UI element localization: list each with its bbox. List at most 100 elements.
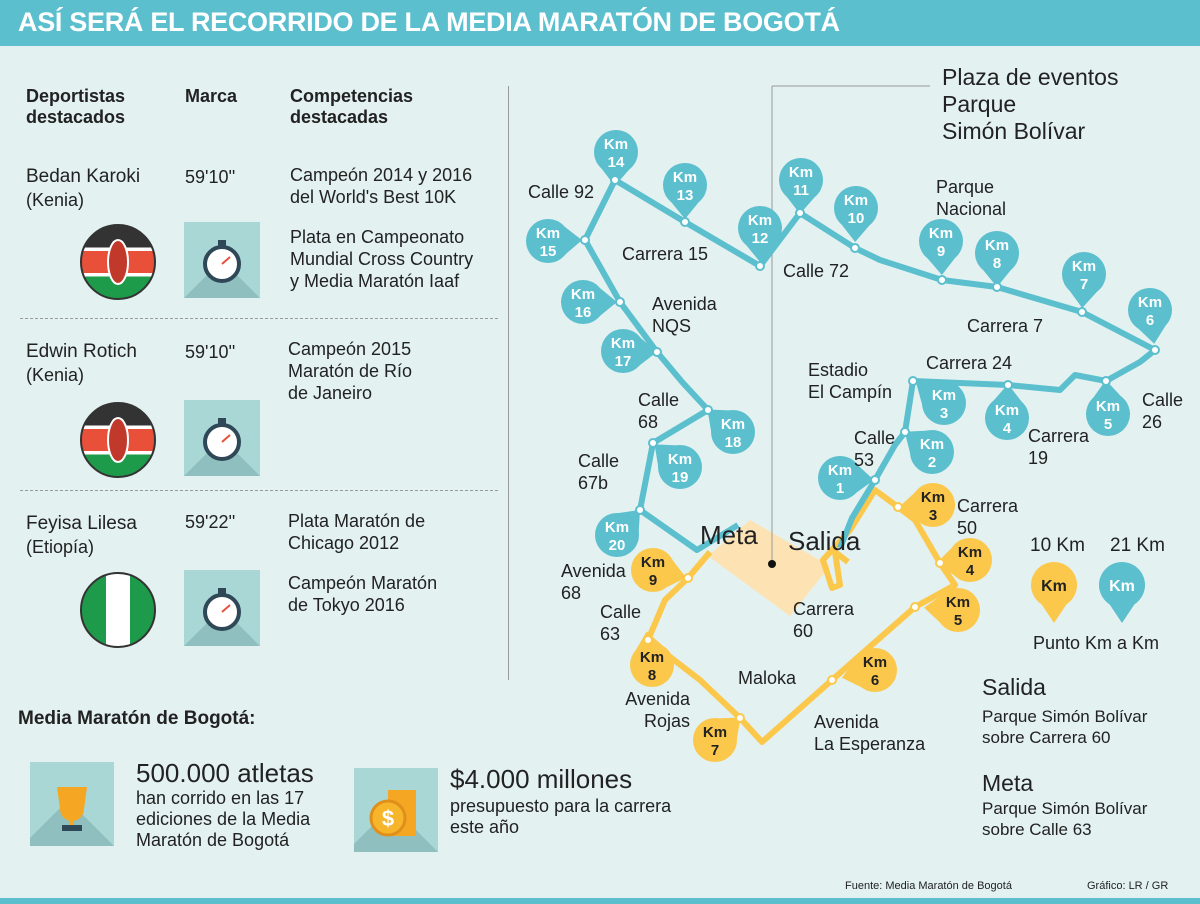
km-marker-label: Km xyxy=(604,136,628,153)
km-marker-label: Km xyxy=(1072,258,1096,275)
text-line: 68 xyxy=(561,583,582,603)
text-line: Nacional xyxy=(936,199,1007,219)
text-line: 50 xyxy=(957,518,978,538)
salida-label: Salida xyxy=(788,526,861,556)
title: ASÍ SERÁ EL RECORRIDO DE LA MEDIA MARATÓ… xyxy=(18,7,840,37)
km-marker-label: 19 xyxy=(672,469,689,486)
street-label: Estadio El Campín xyxy=(808,359,892,403)
text-line: La Esperanza xyxy=(814,734,926,754)
text-line: Mundial Cross Country xyxy=(290,249,474,269)
km-marker-label: Km xyxy=(641,554,665,571)
km-marker-21: Km1 xyxy=(818,456,880,500)
legend-21km: 21 Km xyxy=(1110,535,1165,556)
route-point xyxy=(992,282,1002,292)
text-line: Avenida xyxy=(625,689,690,709)
km-marker-label: Km xyxy=(605,519,629,536)
km-marker-21: Km3 xyxy=(908,376,966,425)
street-label: Avenida La Esperanza xyxy=(814,711,925,755)
km-marker-label: 8 xyxy=(993,255,1001,272)
text-line: Parque Simón Bolívar xyxy=(982,799,1148,818)
text-line: sobre Carrera 60 xyxy=(982,728,1111,747)
athlete-mark: 59'10'' xyxy=(185,167,236,187)
km-marker-label: 7 xyxy=(1080,276,1088,293)
text-line: Avenida xyxy=(814,712,879,732)
route-point xyxy=(850,243,860,253)
km-marker-label: Km xyxy=(703,724,727,741)
route-point xyxy=(615,297,625,307)
plaza-dot xyxy=(768,560,776,568)
text-line: Calle xyxy=(854,428,896,448)
km-marker-label: 12 xyxy=(752,230,769,247)
text-line: sobre Calle 63 xyxy=(982,820,1092,839)
text-line: Campeón 2015 xyxy=(288,339,412,359)
street-label: Calle 67b xyxy=(578,450,619,494)
svg-text:$: $ xyxy=(382,806,394,831)
stat-value: 500.000 atletas xyxy=(136,758,314,788)
text-line: y Media Maratón Iaaf xyxy=(290,271,460,291)
text-line: 53 xyxy=(854,450,875,470)
street-label: Carrera 19 xyxy=(1028,425,1089,469)
athlete-name: Feyisa Lilesa xyxy=(26,513,137,534)
route-point xyxy=(827,675,837,685)
route-point xyxy=(935,558,945,568)
legend-pin-10km-icon: Km xyxy=(1031,562,1077,623)
stats-heading: Media Maratón de Bogotá: xyxy=(18,708,256,729)
legend-pin-label: Km xyxy=(1041,578,1067,595)
route-point xyxy=(652,347,662,357)
km-marker-label: Km xyxy=(985,237,1009,254)
street-label: Avenida NQS xyxy=(652,293,717,337)
source: Fuente: Media Maratón de Bogotá xyxy=(845,880,1012,892)
text-line: Rojas xyxy=(643,711,690,731)
street-label: Carrera 60 xyxy=(793,598,854,642)
km-marker-label: 6 xyxy=(1146,312,1154,329)
km-marker-label: Km xyxy=(921,489,945,506)
km-marker-label: 3 xyxy=(929,507,937,524)
text-line: Estadio xyxy=(808,360,869,380)
km-marker-label: 7 xyxy=(711,742,719,759)
text-line: Parque xyxy=(942,91,1017,117)
route-point xyxy=(703,405,713,415)
km-marker-10: Km4 xyxy=(935,538,992,582)
route-point xyxy=(648,438,658,448)
km-marker-10: Km8 xyxy=(630,631,674,687)
km-marker-21: Km9 xyxy=(919,219,963,285)
route-point xyxy=(735,713,745,723)
text-line: Plata en Campeonato xyxy=(290,227,465,247)
km-marker-label: 9 xyxy=(649,572,657,589)
street-label: Avenida Rojas xyxy=(618,688,690,732)
km-marker-21: Km8 xyxy=(975,231,1019,292)
text-line: Carrera xyxy=(957,496,1019,516)
km-marker-label: Km xyxy=(640,649,664,666)
km-marker-label: 17 xyxy=(615,353,632,370)
km-marker-label: Km xyxy=(789,164,813,181)
km-marker-label: 2 xyxy=(928,454,936,471)
competitions: Campeón 2015 Maratón de Río de Janeiro xyxy=(288,338,412,404)
km-marker-label: Km xyxy=(863,654,887,671)
km-marker-label: Km xyxy=(920,436,944,453)
km-marker-label: 9 xyxy=(937,243,945,260)
km-marker-label: 4 xyxy=(1003,420,1012,437)
meta-label: Meta xyxy=(700,520,758,550)
route-point xyxy=(1003,380,1013,390)
route-point xyxy=(755,261,765,271)
km-marker-10: Km7 xyxy=(693,713,745,762)
text-line: 19 xyxy=(1028,448,1049,468)
text-line: NQS xyxy=(652,316,692,336)
stat-desc: han corrido en las 17 ediciones de la Med… xyxy=(136,788,310,851)
km-marker-label: Km xyxy=(958,544,982,561)
street-label: Maloka xyxy=(738,668,797,688)
km-marker-label: 14 xyxy=(608,154,625,171)
text-line: Calle xyxy=(1142,390,1184,410)
text-line: Parque xyxy=(936,177,995,197)
legend-caption: Punto Km a Km xyxy=(1033,633,1160,653)
route-point xyxy=(580,235,590,245)
header-athletes: Deportistas destacados xyxy=(26,86,125,128)
row-divider xyxy=(20,318,498,319)
text-line: 26 xyxy=(1142,412,1163,432)
